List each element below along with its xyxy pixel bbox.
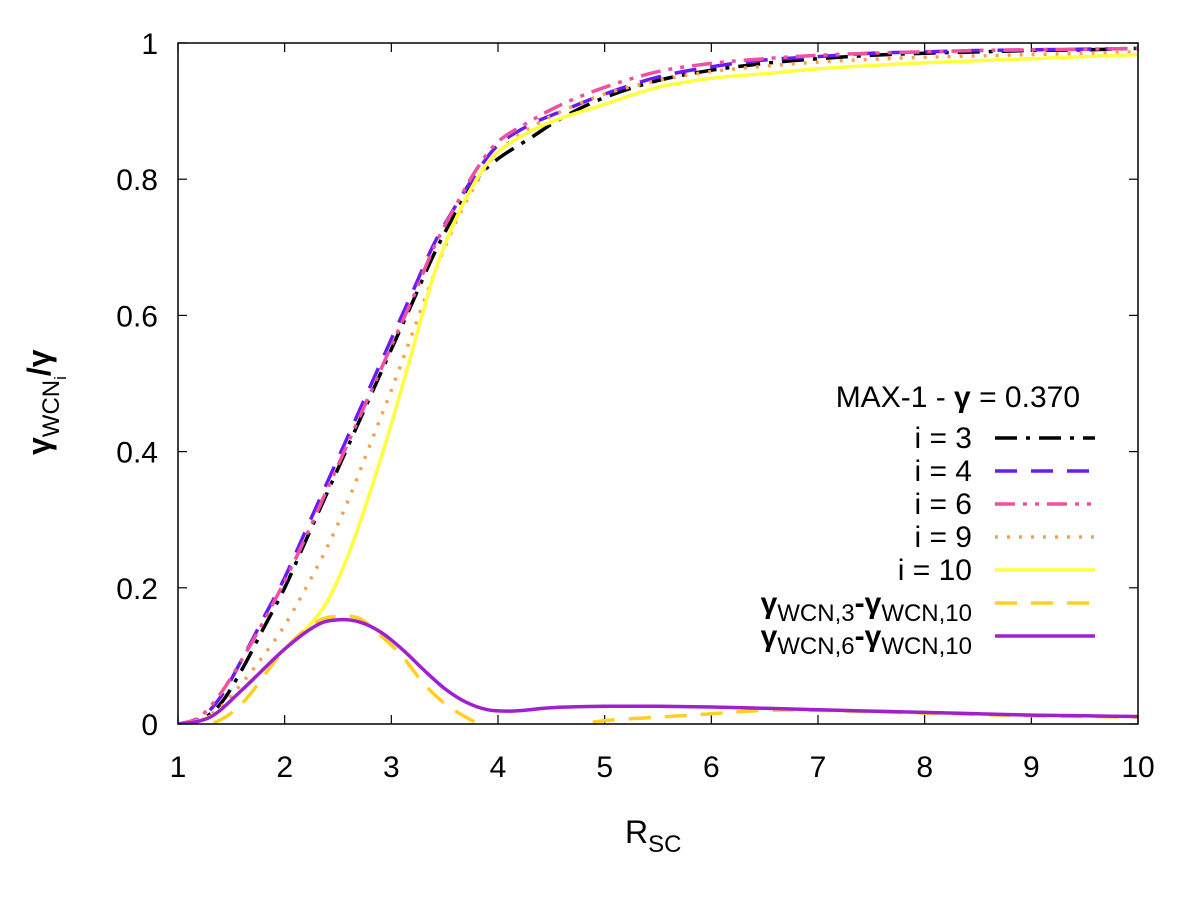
x-tick-label: 9: [1023, 751, 1040, 784]
series-line-2: [178, 46, 1138, 724]
legend-label-6: γWCN,6-γWCN,10: [761, 620, 972, 660]
legend: MAX-1 - γ = 0.370 i = 3i = 4i = 6i = 9i …: [761, 381, 1095, 660]
legend-title: MAX-1 - γ = 0.370: [836, 381, 1080, 414]
legend-label-2: i = 6: [914, 488, 972, 521]
y-tick-label: 0.4: [116, 437, 158, 470]
y-tick-label: 0: [141, 709, 158, 742]
plot-frame: [177, 42, 1139, 725]
y-axis-label-subsubscript: i: [51, 376, 70, 380]
x-tick-label: 4: [490, 751, 507, 784]
x-tick-label: 8: [916, 751, 933, 784]
x-tick-label: 2: [276, 751, 293, 784]
legend-label-5: γWCN,3-γWCN,10: [761, 587, 972, 627]
x-tick-label: 6: [703, 751, 720, 784]
x-axis-label: RSC: [625, 814, 681, 858]
legend-label-3: i = 9: [914, 521, 972, 554]
tick-labels: 1 2 3 4 5 6 7 8 9 10 0 0.2 0.4 0.6 0.8 1: [116, 28, 1154, 784]
y-axis-label: γWCNi/γ: [21, 349, 70, 455]
series-line-6: [178, 617, 1138, 724]
y-tick-label: 0.6: [116, 300, 158, 333]
series-layer: [178, 46, 1138, 724]
y-tick-label: 0.2: [116, 573, 158, 606]
x-tick-label: 10: [1121, 751, 1154, 784]
x-tick-label: 1: [170, 751, 187, 784]
x-tick-label: 5: [596, 751, 613, 784]
y-tick-label: 0.8: [116, 164, 158, 197]
legend-label-1: i = 4: [914, 455, 972, 488]
legend-label-0: i = 3: [914, 422, 972, 455]
x-tick-label: 7: [810, 751, 827, 784]
x-axis-label-subscript: SC: [648, 831, 681, 858]
x-tick-label: 3: [383, 751, 400, 784]
y-axis-label-subscript: WCN: [38, 380, 65, 437]
y-axis-label-tail: /γ: [21, 349, 57, 376]
legend-label-4: i = 10: [898, 554, 972, 587]
y-tick-label: 1: [141, 28, 158, 61]
